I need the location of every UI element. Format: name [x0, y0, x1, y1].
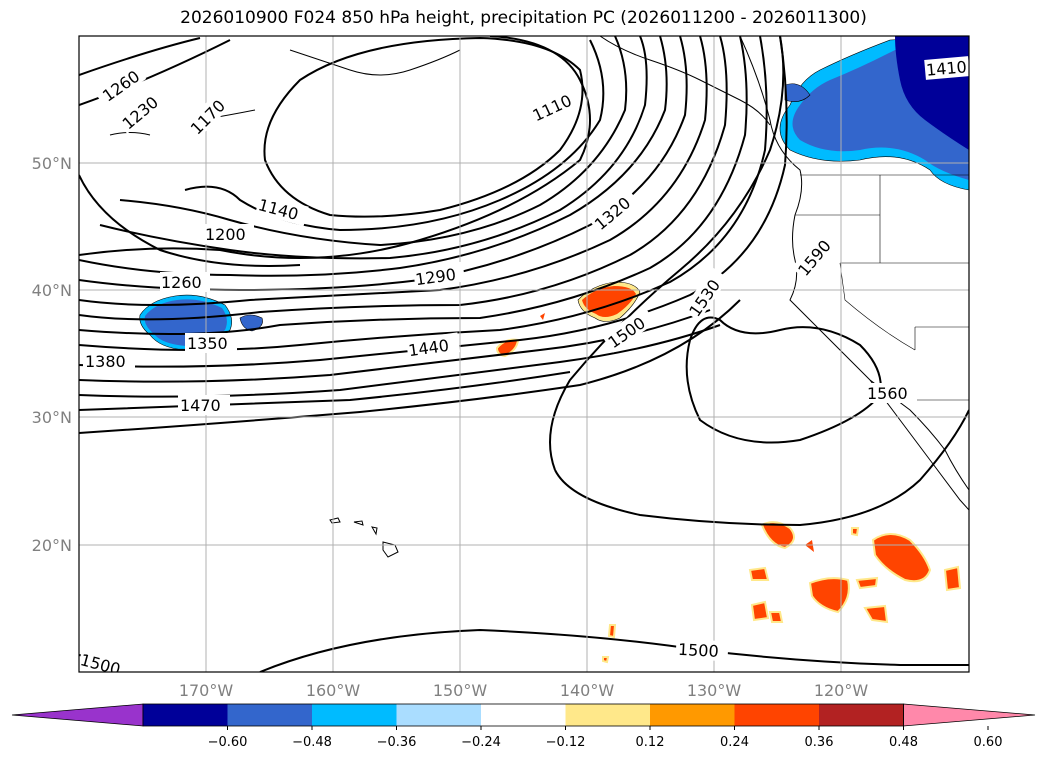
height-contours	[79, 36, 969, 672]
colorbar-tick-label: −0.12	[546, 735, 586, 750]
contour-label-1560: 1560	[867, 384, 908, 403]
contour-label-1470: 1470	[180, 396, 221, 415]
latitude-labels: 50°N 40°N 30°N 20°N	[32, 154, 72, 555]
colorbar-tick-label: 0.48	[889, 735, 918, 750]
colorbar: −0.60 −0.48 −0.36 −0.24 −0.12 0.12 0.24 0.36 0.4…	[11, 703, 1036, 750]
contour-label-1260-b: 1260	[161, 273, 202, 292]
contour-label-1380: 1380	[85, 352, 126, 371]
longitude-labels: 170°W 160°W 150°W 140°W 130°W 120°W	[179, 681, 869, 700]
graticule	[79, 36, 969, 672]
colorbar-tick-label: 0.36	[805, 735, 834, 750]
colorbar-extend-low	[11, 703, 144, 727]
lat-label-40n: 40°N	[32, 281, 72, 300]
lon-label-140w: 140°W	[560, 681, 615, 700]
colorbar-segment	[312, 704, 397, 726]
colorbar-tick-label: −0.36	[377, 735, 417, 750]
lon-label-170w: 170°W	[179, 681, 234, 700]
colorbar-segment	[565, 704, 650, 726]
colorbar-segment	[227, 704, 312, 726]
precip-negative-northeast	[779, 36, 969, 191]
state-borders	[795, 174, 969, 401]
lon-label-120w: 120°W	[814, 681, 869, 700]
contour-label-1500-b: 1500	[678, 640, 720, 661]
lat-label-50n: 50°N	[32, 154, 72, 173]
map-frame	[78, 35, 970, 673]
contour-label-1200: 1200	[205, 225, 246, 244]
colorbar-segment	[650, 704, 735, 726]
colorbar-tick-label: 0.12	[636, 735, 665, 750]
colorbar-segment	[481, 704, 566, 726]
map-title: 2026010900 F024 850 hPa height, precipit…	[180, 8, 867, 28]
lat-label-20n: 20°N	[32, 536, 72, 555]
lon-label-130w: 130°W	[687, 681, 742, 700]
lon-label-150w: 150°W	[433, 681, 488, 700]
lon-label-160w: 160°W	[306, 681, 361, 700]
colorbar-segment	[819, 704, 904, 726]
colorbar-tick-label: −0.60	[208, 735, 248, 750]
contour-labels: 1260 1230 1170 1110 1140 1200 1260 1290 …	[79, 56, 969, 672]
contour-label-1410: 1410	[925, 57, 967, 79]
colorbar-tick-label: 0.60	[974, 735, 1003, 750]
colorbar-segment	[143, 704, 228, 726]
colorbar-tick-label: 0.24	[720, 735, 749, 750]
colorbar-frame	[142, 703, 904, 727]
precip-positive-south	[602, 521, 962, 664]
colorbar-extend-high	[903, 703, 1036, 727]
colorbar-tick-label: −0.48	[292, 735, 332, 750]
colorbar-segment	[396, 704, 481, 726]
colorbar-tick-label: −0.24	[461, 735, 501, 750]
colorbar-segment	[734, 704, 819, 726]
contour-label-1350: 1350	[187, 334, 228, 353]
lat-label-30n: 30°N	[32, 408, 72, 427]
